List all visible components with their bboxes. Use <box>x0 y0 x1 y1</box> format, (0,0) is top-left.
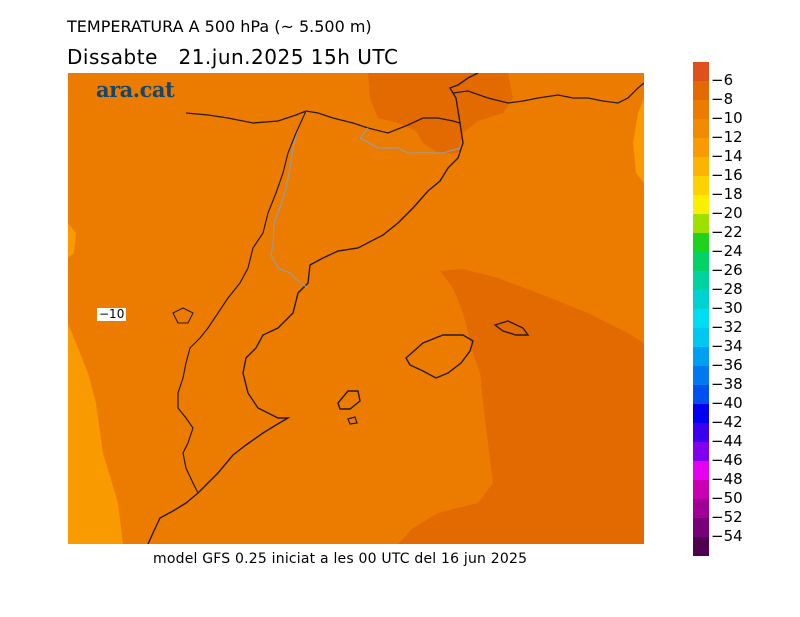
legend-swatch <box>693 347 709 366</box>
legend-label: −20 <box>711 204 743 222</box>
field-west-light <box>68 73 123 544</box>
legend-swatch <box>693 499 709 518</box>
legend-swatch <box>693 233 709 252</box>
island-minorca <box>493 320 530 336</box>
legend-swatch <box>693 119 709 138</box>
legend-label: −30 <box>711 299 743 317</box>
ara-cat-logo: ara.cat <box>96 77 175 102</box>
legend-swatch <box>693 81 709 100</box>
legend-label: −24 <box>711 242 743 260</box>
legend-swatch-top <box>693 62 709 81</box>
field-ne-light <box>633 73 644 183</box>
legend-label: −42 <box>711 413 743 431</box>
legend-swatch <box>693 290 709 309</box>
contour-label: −10 <box>97 307 127 321</box>
legend-label: −16 <box>711 166 743 184</box>
legend-swatch <box>693 176 709 195</box>
legend-label: −34 <box>711 337 743 355</box>
legend-swatch <box>693 195 709 214</box>
legend-label: −6 <box>711 71 734 89</box>
legend-label: −50 <box>711 489 743 507</box>
legend-label: −14 <box>711 147 743 165</box>
legend-label: −22 <box>711 223 743 241</box>
legend-swatch <box>693 214 709 233</box>
legend-label: −12 <box>711 128 743 146</box>
legend-swatch <box>693 271 709 290</box>
model-info: model GFS 0.25 iniciat a les 00 UTC del … <box>153 551 528 567</box>
legend-swatch <box>693 252 709 271</box>
legend-swatch <box>693 309 709 328</box>
legend-label: −26 <box>711 261 743 279</box>
color-legend <box>693 62 709 556</box>
legend-label: −52 <box>711 508 743 526</box>
legend-label: −18 <box>711 185 743 203</box>
island-formentera <box>347 416 358 425</box>
legend-swatch <box>693 328 709 347</box>
legend-label: −54 <box>711 527 743 545</box>
legend-swatch <box>693 157 709 176</box>
admin-boundary <box>270 110 461 289</box>
legend-swatch <box>693 385 709 404</box>
coastline <box>147 73 479 544</box>
legend-label: −44 <box>711 432 743 450</box>
legend-swatch <box>693 537 709 556</box>
legend-label: −8 <box>711 90 734 108</box>
legend-swatch <box>693 423 709 442</box>
island-ibiza <box>337 390 361 410</box>
map-title: TEMPERATURA A 500 hPa (~ 5.500 m) <box>67 17 372 36</box>
field-se-warm <box>398 269 644 544</box>
legend-label: −40 <box>711 394 743 412</box>
legend-swatch <box>693 518 709 537</box>
field-west-light-2 <box>68 223 76 258</box>
legend-swatch <box>693 404 709 423</box>
legend-swatch <box>693 442 709 461</box>
legend-swatch <box>693 100 709 119</box>
small-boundary <box>172 307 194 324</box>
legend-label: −32 <box>711 318 743 336</box>
legend-label: −46 <box>711 451 743 469</box>
legend-swatch <box>693 480 709 499</box>
field-north-warm <box>368 73 513 153</box>
legend-label: −36 <box>711 356 743 374</box>
legend-swatch <box>693 366 709 385</box>
map-date: Dissabte 21.jun.2025 15h UTC <box>67 45 399 69</box>
temperature-map <box>68 73 644 544</box>
legend-swatch <box>693 138 709 157</box>
legend-swatch <box>693 461 709 480</box>
legend-label: −28 <box>711 280 743 298</box>
border-pyrenees <box>185 82 644 134</box>
island-majorca <box>405 334 474 379</box>
legend-label: −38 <box>711 375 743 393</box>
admin-boundary-west <box>177 110 307 494</box>
legend-label: −10 <box>711 109 743 127</box>
legend-label: −48 <box>711 470 743 488</box>
